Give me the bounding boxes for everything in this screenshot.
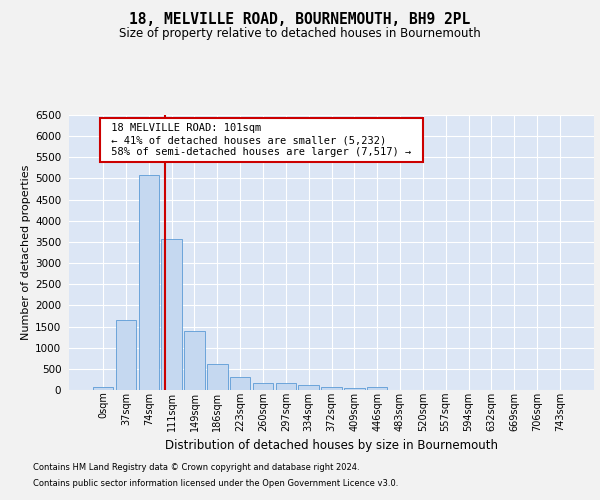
Bar [230, 378, 250, 390]
Bar [207, 364, 227, 390]
Bar [253, 382, 273, 390]
Text: 18 MELVILLE ROAD: 101sqm
 ← 41% of detached houses are smaller (5,232)
 58% of s: 18 MELVILLE ROAD: 101sqm ← 41% of detach… [105, 124, 418, 156]
Bar [321, 387, 342, 390]
Bar [275, 384, 296, 390]
Y-axis label: Number of detached properties: Number of detached properties [21, 165, 31, 340]
Bar [139, 175, 159, 390]
Text: Size of property relative to detached houses in Bournemouth: Size of property relative to detached ho… [119, 28, 481, 40]
Bar [184, 331, 205, 390]
X-axis label: Distribution of detached houses by size in Bournemouth: Distribution of detached houses by size … [165, 439, 498, 452]
Bar [367, 387, 388, 390]
Text: Contains public sector information licensed under the Open Government Licence v3: Contains public sector information licen… [33, 478, 398, 488]
Bar [161, 238, 182, 390]
Bar [93, 387, 113, 390]
Bar [116, 320, 136, 390]
Bar [344, 388, 365, 390]
Text: Contains HM Land Registry data © Crown copyright and database right 2024.: Contains HM Land Registry data © Crown c… [33, 464, 359, 472]
Bar [298, 386, 319, 390]
Text: 18, MELVILLE ROAD, BOURNEMOUTH, BH9 2PL: 18, MELVILLE ROAD, BOURNEMOUTH, BH9 2PL [130, 12, 470, 28]
